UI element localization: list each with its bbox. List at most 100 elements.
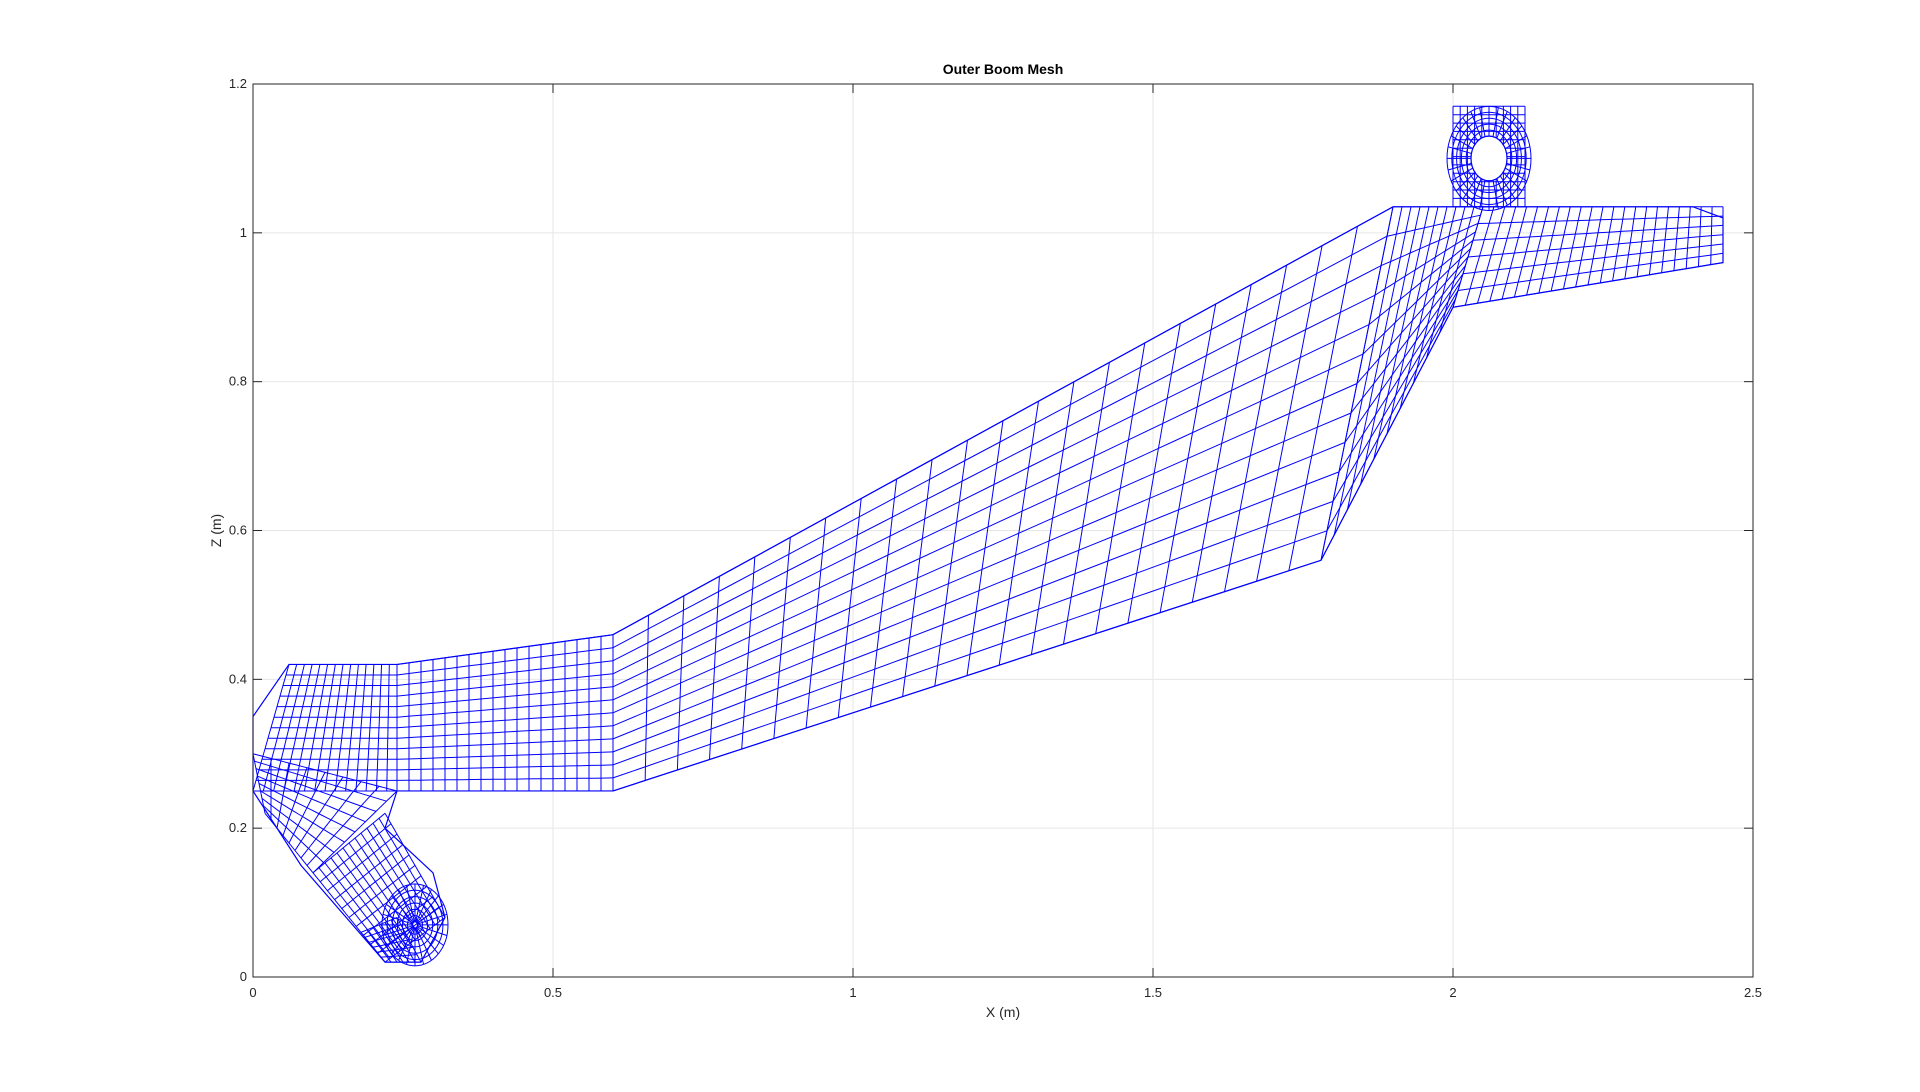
mesh-line bbox=[396, 673, 614, 697]
mesh-line bbox=[372, 822, 436, 926]
mesh-spoke bbox=[398, 889, 415, 923]
mesh-spoke bbox=[1502, 125, 1523, 145]
mesh-line bbox=[1457, 252, 1724, 291]
mesh-spoke bbox=[382, 925, 413, 936]
y-tick-label: 0.6 bbox=[229, 523, 247, 538]
mesh-line bbox=[366, 929, 392, 963]
x-tick-label: 1.5 bbox=[1144, 985, 1162, 1000]
mesh-line bbox=[372, 927, 398, 963]
mesh-spoke bbox=[1470, 178, 1482, 206]
mesh-spoke bbox=[416, 895, 439, 924]
mesh-line bbox=[396, 634, 614, 665]
mesh-line bbox=[252, 753, 398, 792]
mesh-line bbox=[1452, 262, 1724, 308]
mesh-spoke bbox=[405, 927, 415, 965]
mesh-spoke bbox=[415, 927, 432, 961]
mesh-line bbox=[612, 206, 1394, 636]
mesh-spoke bbox=[1504, 167, 1528, 182]
mesh-spoke bbox=[1504, 135, 1528, 150]
mesh-spoke bbox=[1479, 180, 1486, 210]
x-tick-label: 1 bbox=[849, 985, 856, 1000]
mesh-spoke bbox=[1496, 111, 1508, 139]
x-tick-label: 2.5 bbox=[1744, 985, 1762, 1000]
y-tick-label: 1.2 bbox=[229, 76, 247, 91]
mesh-line bbox=[1467, 234, 1724, 258]
mesh-line bbox=[612, 500, 1334, 766]
mesh-spoke bbox=[382, 913, 413, 925]
mesh-line bbox=[366, 827, 431, 929]
mesh-line bbox=[360, 932, 386, 963]
mesh-outline bbox=[252, 206, 1724, 963]
mesh-spoke bbox=[1462, 175, 1479, 200]
mesh-line bbox=[612, 294, 1376, 675]
mesh-line bbox=[260, 790, 345, 843]
mesh-line bbox=[1452, 206, 1484, 308]
mesh-line bbox=[396, 712, 614, 729]
mesh-spoke bbox=[398, 927, 415, 961]
mesh-line bbox=[1368, 239, 1474, 325]
mesh-spoke bbox=[391, 895, 414, 924]
mesh-region-main-boom bbox=[612, 206, 1394, 792]
mesh-spoke bbox=[1499, 117, 1516, 142]
mesh-line bbox=[1356, 256, 1469, 384]
mesh-region-upper-arm bbox=[1452, 206, 1724, 308]
mesh-line bbox=[1477, 215, 1724, 224]
y-tick-label: 0.4 bbox=[229, 671, 247, 686]
lower-lug-mesh bbox=[381, 883, 449, 967]
chart-title: Outer Boom Mesh bbox=[943, 61, 1064, 77]
y-axis-label: Z (m) bbox=[208, 514, 224, 547]
mesh-line bbox=[1380, 223, 1479, 267]
mesh-plot bbox=[252, 105, 1724, 967]
mesh-line bbox=[1326, 298, 1456, 532]
mesh-line bbox=[1350, 265, 1466, 414]
mesh-line bbox=[264, 812, 314, 874]
mesh-spoke bbox=[1455, 171, 1476, 192]
y-tick-label: 0.2 bbox=[229, 820, 247, 835]
mesh-line bbox=[254, 760, 387, 802]
mesh-line bbox=[1374, 231, 1476, 296]
mesh-spoke bbox=[386, 904, 414, 924]
mesh-spoke bbox=[1455, 125, 1476, 145]
mesh-line bbox=[612, 324, 1370, 688]
mesh-line bbox=[396, 738, 614, 750]
mesh-line bbox=[612, 265, 1382, 662]
mesh-line bbox=[396, 660, 614, 686]
mesh-region-upper-joint bbox=[1320, 206, 1484, 561]
mesh-line bbox=[1320, 307, 1454, 561]
mesh-line bbox=[342, 847, 411, 944]
mesh-line bbox=[255, 768, 377, 812]
mesh-line bbox=[1344, 273, 1464, 443]
mesh-spoke bbox=[415, 927, 425, 965]
mesh-line bbox=[396, 647, 614, 676]
mesh-region-left-end-lower bbox=[252, 753, 398, 874]
mesh-line bbox=[1386, 214, 1481, 237]
y-tick-label: 0.8 bbox=[229, 374, 247, 389]
mesh-spoke bbox=[1492, 107, 1499, 137]
mesh-spoke bbox=[416, 904, 444, 924]
mesh-spoke bbox=[1447, 162, 1472, 171]
x-tick-label: 0 bbox=[249, 985, 256, 1000]
mesh-spoke bbox=[1492, 180, 1499, 210]
mesh-line bbox=[261, 798, 335, 853]
mesh-line bbox=[612, 530, 1328, 779]
mesh-spoke bbox=[1462, 117, 1479, 142]
mesh-line bbox=[348, 842, 416, 941]
mesh-spoke bbox=[1479, 107, 1486, 137]
mesh-spoke bbox=[415, 885, 425, 923]
mesh-spoke bbox=[415, 889, 432, 923]
mesh-spoke bbox=[1496, 178, 1508, 206]
mesh-line bbox=[1332, 290, 1459, 502]
mesh-line bbox=[1472, 224, 1724, 241]
mesh-spoke bbox=[1447, 146, 1472, 154]
mesh-line bbox=[396, 751, 614, 760]
mesh-spoke bbox=[1450, 167, 1474, 182]
mesh-spoke bbox=[417, 913, 448, 925]
grid bbox=[252, 83, 1754, 978]
ticks: 0 0.5 1 1.5 2 2.5 0 0.2 0.4 0.6 0.8 1 1.2 bbox=[229, 76, 1762, 1000]
mesh-line bbox=[263, 805, 324, 863]
mesh-line bbox=[396, 686, 614, 708]
top-lug-hole bbox=[1446, 105, 1532, 212]
mesh-region-lower-arm bbox=[396, 634, 614, 792]
